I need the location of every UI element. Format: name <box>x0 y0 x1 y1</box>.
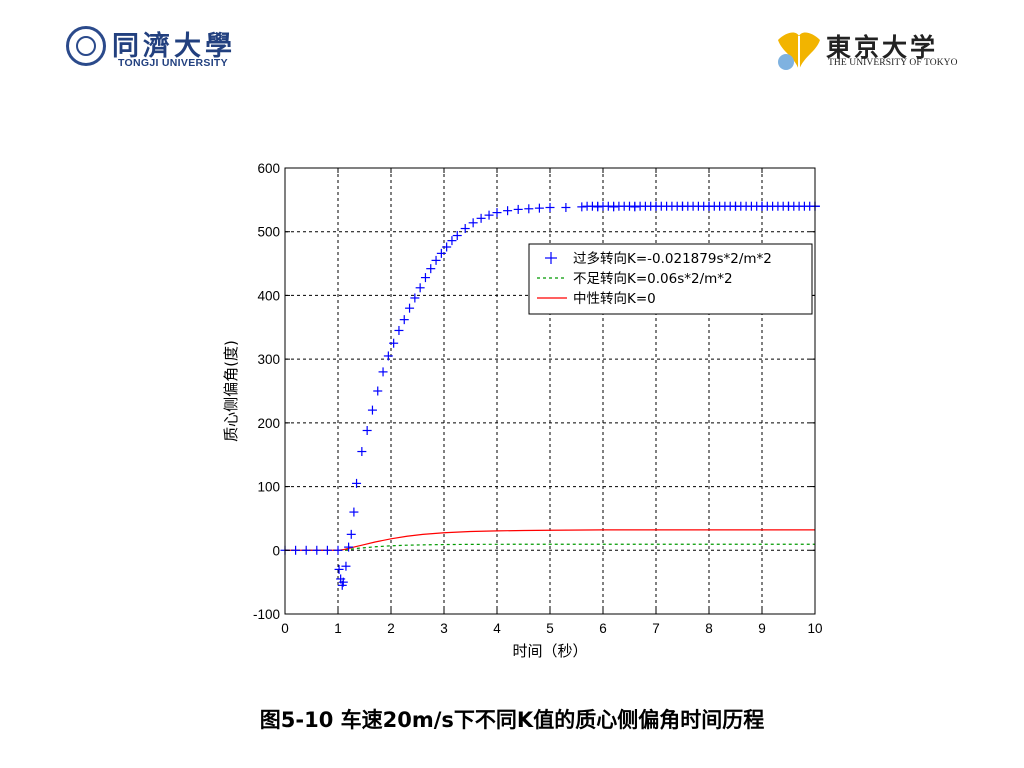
series-line <box>285 543 815 551</box>
tongji-name-en: TONGJI UNIVERSITY <box>118 57 228 69</box>
legend-entry: 不足转向K=0.06s*2/m*2 <box>537 271 733 287</box>
x-tick-label: 4 <box>493 621 501 636</box>
x-tick-label: 0 <box>281 621 289 636</box>
legend-box <box>528 243 813 315</box>
data-point <box>545 203 555 213</box>
data-point <box>415 283 425 293</box>
data-point <box>341 561 351 571</box>
grid <box>285 168 815 614</box>
data-point <box>447 236 457 246</box>
data-point <box>383 351 393 361</box>
x-tick-label: 6 <box>599 621 607 636</box>
data-point <box>349 507 359 517</box>
y-tick-label: 300 <box>257 352 280 367</box>
data-point <box>291 545 301 555</box>
data-point <box>334 564 344 574</box>
data-point <box>367 405 377 415</box>
x-axis-label: 时间（秒） <box>512 642 587 660</box>
tokyo-university-logo: 東京大学 THE UNIVERSITY OF TOKYO <box>776 26 976 76</box>
tongji-seal-icon <box>66 26 106 66</box>
legend-label: 过多转向K=-0.021879s*2/m*2 <box>573 250 772 267</box>
data-point <box>394 325 404 335</box>
figure-caption: 图5-10 车速20m/s下不同K值的质心侧偏角时间历程 <box>259 708 765 732</box>
legend-label: 不足转向K=0.06s*2/m*2 <box>573 271 733 287</box>
y-tick-label: 400 <box>257 288 280 303</box>
data-point <box>431 255 441 265</box>
x-tick-label: 7 <box>652 621 660 636</box>
data-point <box>420 273 430 283</box>
data-point <box>312 545 322 555</box>
data-point <box>476 213 486 223</box>
x-tick-label: 2 <box>387 621 395 636</box>
data-point <box>301 545 311 555</box>
x-tick-label: 8 <box>705 621 713 636</box>
x-tick-label: 9 <box>758 621 766 636</box>
data-point <box>333 545 343 555</box>
data-point <box>352 478 362 488</box>
tongji-university-logo: 同濟大學 TONGJI UNIVERSITY <box>66 24 256 74</box>
y-tick-label: 0 <box>272 543 280 558</box>
series-layer <box>280 201 820 590</box>
y-tick-label: 500 <box>257 225 280 240</box>
tokyo-name-en: THE UNIVERSITY OF TOKYO <box>828 58 958 68</box>
legend-entry: 过多转向K=-0.021879s*2/m*2 <box>545 250 772 267</box>
tongji-name-cn: 同濟大學 <box>112 31 236 62</box>
data-point <box>436 248 446 258</box>
data-point <box>426 264 436 274</box>
data-point <box>373 386 383 396</box>
data-point <box>389 338 399 348</box>
data-point <box>405 303 415 313</box>
y-tick-label: 200 <box>257 416 280 431</box>
data-point <box>346 529 356 539</box>
tokyo-name-cn: 東京大学 <box>826 33 939 62</box>
data-point <box>362 426 372 436</box>
data-point <box>442 242 452 252</box>
x-tick-label: 1 <box>334 621 342 636</box>
data-point <box>524 204 534 214</box>
data-point <box>357 447 367 457</box>
x-tick-label: 10 <box>807 621 822 636</box>
x-tick-label: 5 <box>546 621 554 636</box>
x-tick-label: 3 <box>440 621 448 636</box>
gingko-leaf-icon <box>778 32 820 70</box>
data-point <box>452 231 462 241</box>
y-tick-label: -100 <box>253 607 280 622</box>
data-point <box>410 293 420 303</box>
data-point <box>468 218 478 228</box>
data-point <box>399 315 409 325</box>
data-point <box>484 210 494 220</box>
y-tick-label: 600 <box>257 161 280 176</box>
data-point <box>378 367 388 377</box>
series-line <box>285 529 815 551</box>
y-axis-label: 质心侧偏角(度) <box>222 340 240 442</box>
data-point <box>534 203 544 213</box>
data-point <box>561 203 571 213</box>
y-tick-label: 100 <box>257 480 280 495</box>
data-point <box>460 224 470 234</box>
data-point <box>513 204 523 214</box>
data-point <box>338 577 348 587</box>
legend: 过多转向K=-0.021879s*2/m*2 不足转向K=0.06s*2/m*2 中… <box>528 243 813 315</box>
legend-entry: 中性转向K=0 <box>537 291 656 307</box>
data-point <box>344 542 354 552</box>
data-point <box>322 545 332 555</box>
data-point <box>577 202 587 212</box>
legend-label: 中性转向K=0 <box>573 291 656 307</box>
data-point <box>503 206 513 216</box>
data-point <box>492 208 502 218</box>
